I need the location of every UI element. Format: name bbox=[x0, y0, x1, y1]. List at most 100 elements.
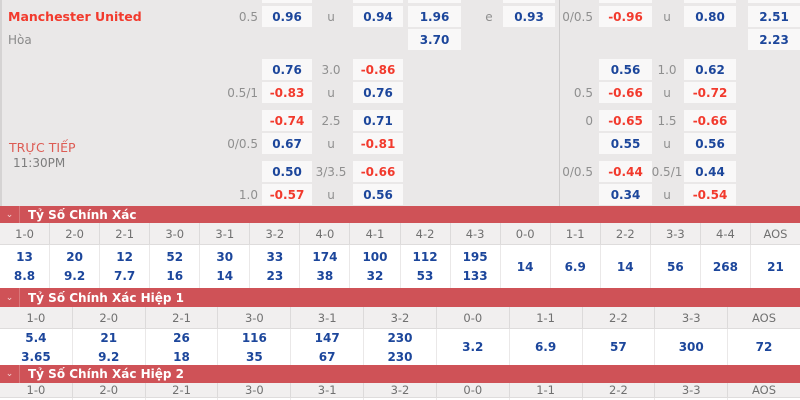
score-odds-cell[interactable]: 30 14 bbox=[200, 245, 251, 288]
odds-cell[interactable]: 0.94 bbox=[353, 6, 403, 27]
score-odds-value: 6.9 bbox=[564, 259, 586, 274]
score-odds-cell[interactable]: 57 bbox=[583, 329, 656, 365]
score-odds-value: 14 bbox=[516, 259, 534, 274]
score-odds-value: 13 bbox=[16, 250, 33, 264]
match-odds-panel: Manchester United Hòa TRỰC TIẾP 11:30PM … bbox=[0, 0, 800, 206]
score-odds-cell[interactable]: 112 53 bbox=[401, 245, 451, 288]
score-odds-cell[interactable]: 3.2 bbox=[437, 329, 510, 365]
section-header-bar[interactable]: ⌄ Tỷ Số Chính Xác Hiệp 2 bbox=[0, 365, 800, 383]
score-odds-row: 5.4 3.65 21 9.2 26 18 116 35 147 67 230 230 3.2 6.9 57… bbox=[0, 329, 800, 365]
odds-cell[interactable]: 2.23 bbox=[748, 29, 800, 50]
section-header-bar[interactable]: ⌄ Tỷ Số Chính Xác Hiệp 1 bbox=[0, 288, 800, 307]
score-odds-cell bbox=[437, 398, 510, 400]
odds-cell[interactable]: 0.44 bbox=[684, 161, 736, 182]
odds-cell[interactable]: 0.56 bbox=[353, 184, 403, 205]
score-column-header-row: 1-0 2-0 2-1 3-0 3-1 3-2 0-0 1-1 2-2 3-3 AOS bbox=[0, 383, 800, 398]
odds-cell[interactable]: 0.76 bbox=[353, 82, 403, 103]
odds-cell[interactable]: 0.96 bbox=[262, 6, 312, 27]
odds-cell[interactable]: -0.66 bbox=[599, 82, 652, 103]
odds-cell[interactable]: 3.70 bbox=[408, 29, 461, 50]
score-odds-cell[interactable]: 72 bbox=[728, 329, 800, 365]
score-odds-cell[interactable]: 13 8.8 bbox=[0, 245, 51, 288]
score-odds-value: 147 bbox=[314, 330, 340, 345]
score-column-header: 1-0 bbox=[0, 223, 51, 244]
score-odds-cell[interactable]: 21 bbox=[751, 245, 800, 288]
odds-cell[interactable]: 0.93 bbox=[503, 6, 555, 27]
score-odds-cell[interactable]: 195 133 bbox=[451, 245, 501, 288]
chevron-down-icon[interactable]: ⌄ bbox=[0, 288, 20, 307]
odds-cell[interactable]: -0.54 bbox=[684, 184, 736, 205]
score-odds-cell[interactable]: 116 35 bbox=[218, 329, 292, 365]
odds-cell[interactable]: 0.80 bbox=[684, 6, 736, 27]
score-odds-cell[interactable]: 14 bbox=[601, 245, 651, 288]
odds-cell[interactable]: 0.76 bbox=[262, 59, 312, 80]
score-odds-cell[interactable]: 6.9 bbox=[551, 245, 601, 288]
odds-cell[interactable]: 0.56 bbox=[684, 133, 736, 154]
handicap-label: 1.5 bbox=[657, 113, 677, 128]
handicap-label: 0/0.5 bbox=[562, 9, 593, 24]
handicap-label: u bbox=[327, 9, 335, 24]
score-odds-value: 230 bbox=[387, 349, 413, 364]
score-column-header: 2-1 bbox=[146, 383, 219, 397]
score-odds-cell[interactable]: 56 bbox=[651, 245, 701, 288]
odds-cell[interactable]: -0.66 bbox=[684, 110, 736, 131]
score-odds-value: 30 bbox=[216, 250, 234, 264]
odds-cell[interactable]: -0.96 bbox=[599, 6, 652, 27]
odds-cell[interactable]: 0.56 bbox=[599, 59, 652, 80]
odds-cell[interactable]: 0.50 bbox=[262, 161, 312, 182]
odds-cell[interactable]: 1.96 bbox=[408, 6, 461, 27]
score-odds-value: 174 bbox=[312, 250, 338, 264]
score-odds-cell[interactable]: 147 67 bbox=[291, 329, 365, 365]
score-odds-cell[interactable]: 52 16 bbox=[150, 245, 201, 288]
score-column-header: 3-2 bbox=[250, 223, 301, 244]
score-odds-cell bbox=[0, 398, 73, 400]
odds-cell[interactable]: 0.62 bbox=[684, 59, 736, 80]
panel-vertical-divider bbox=[559, 0, 560, 206]
odds-cell[interactable]: 0.71 bbox=[353, 110, 403, 131]
score-odds-cell[interactable]: 174 38 bbox=[300, 245, 351, 288]
score-odds-value: 56 bbox=[666, 259, 684, 274]
chevron-down-icon[interactable]: ⌄ bbox=[0, 365, 20, 383]
score-odds-cell[interactable]: 33 23 bbox=[250, 245, 301, 288]
score-odds-cell[interactable]: 20 9.2 bbox=[50, 245, 101, 288]
chevron-down-icon[interactable]: ⌄ bbox=[0, 206, 20, 223]
odds-cell[interactable]: -0.65 bbox=[599, 110, 652, 131]
odds-cell[interactable]: -0.86 bbox=[353, 59, 403, 80]
odds-cell[interactable]: 0.55 bbox=[599, 133, 652, 154]
odds-cell[interactable]: 0.67 bbox=[262, 133, 312, 154]
score-odds-value: 20 bbox=[66, 250, 83, 264]
odds-cell[interactable]: -0.74 bbox=[262, 110, 312, 131]
cutoff-cell-sliver bbox=[599, 0, 652, 3]
odds-cell[interactable]: -0.66 bbox=[353, 161, 403, 182]
handicap-label: 1.0 bbox=[238, 187, 258, 202]
odds-cell[interactable]: -0.44 bbox=[599, 161, 652, 182]
score-odds-cell[interactable]: 300 bbox=[655, 329, 729, 365]
handicap-label: 0 bbox=[585, 113, 593, 128]
score-column-header: 1-0 bbox=[0, 307, 73, 328]
score-odds-value: 300 bbox=[678, 340, 704, 354]
score-odds-cell[interactable]: 100 32 bbox=[350, 245, 401, 288]
score-odds-cell[interactable]: 268 bbox=[701, 245, 751, 288]
odds-cell[interactable]: 2.51 bbox=[748, 6, 800, 27]
score-odds-cell bbox=[73, 398, 146, 400]
score-odds-cell bbox=[583, 398, 656, 400]
score-odds-cell[interactable]: 21 9.2 bbox=[73, 329, 146, 365]
odds-cell[interactable]: -0.83 bbox=[262, 82, 312, 103]
score-odds-value: 3.65 bbox=[21, 349, 51, 364]
score-odds-cell[interactable]: 230 230 bbox=[364, 329, 437, 365]
odds-cell[interactable]: -0.81 bbox=[353, 133, 403, 154]
odds-cell[interactable]: -0.57 bbox=[262, 184, 312, 205]
cutoff-cell-sliver bbox=[684, 0, 736, 3]
score-odds-cell[interactable]: 6.9 bbox=[510, 329, 583, 365]
odds-cell[interactable]: -0.72 bbox=[684, 82, 736, 103]
team-name: Manchester United bbox=[8, 9, 142, 24]
score-odds-cell[interactable]: 26 18 bbox=[146, 329, 219, 365]
score-column-header: 3-0 bbox=[218, 383, 292, 397]
score-odds-cell[interactable]: 14 bbox=[501, 245, 551, 288]
score-column-header: 1-1 bbox=[551, 223, 601, 244]
section-header-bar[interactable]: ⌄ Tỷ Số Chính Xác bbox=[0, 206, 800, 223]
odds-cell[interactable]: 0.34 bbox=[599, 184, 652, 205]
score-odds-cell[interactable]: 5.4 3.65 bbox=[0, 329, 73, 365]
score-column-header: AOS bbox=[752, 383, 777, 397]
score-odds-cell[interactable]: 12 7.7 bbox=[100, 245, 151, 288]
